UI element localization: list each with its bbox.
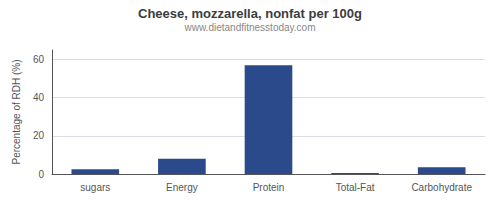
svg-text:0: 0	[38, 169, 44, 180]
svg-text:Percentage of RDH (%): Percentage of RDH (%)	[11, 59, 22, 164]
svg-text:Total-Fat: Total-Fat	[336, 182, 375, 193]
svg-text:www.dietandfitnesstoday.com: www.dietandfitnesstoday.com	[184, 22, 316, 33]
svg-text:Cheese, mozzarella, nonfat per: Cheese, mozzarella, nonfat per 100g	[138, 6, 362, 21]
svg-text:40: 40	[33, 92, 45, 103]
svg-text:Protein: Protein	[253, 182, 285, 193]
svg-text:60: 60	[33, 54, 45, 65]
svg-text:sugars: sugars	[80, 182, 110, 193]
svg-text:Carbohydrate: Carbohydrate	[411, 182, 472, 193]
svg-text:20: 20	[33, 130, 45, 141]
svg-text:Energy: Energy	[166, 182, 198, 193]
